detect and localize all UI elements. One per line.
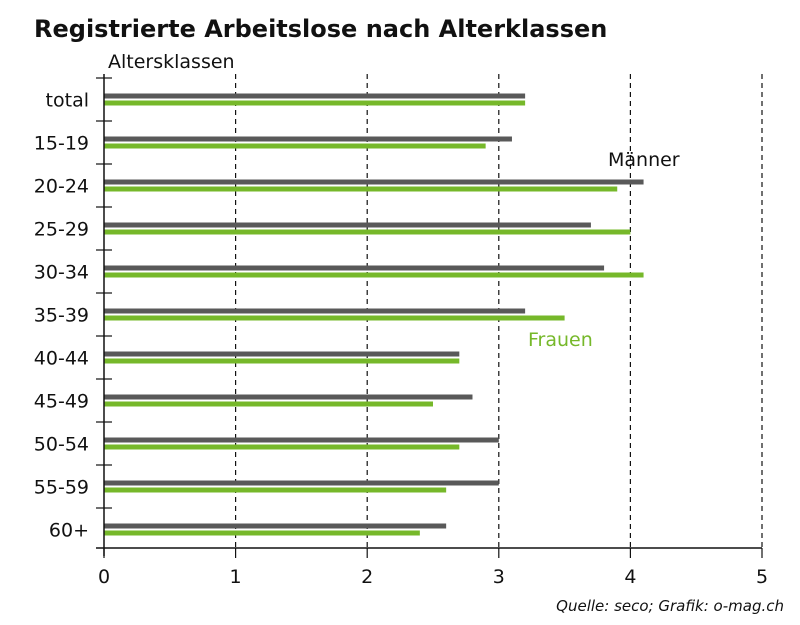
bar-maenner <box>104 222 591 228</box>
bar-maenner <box>104 136 512 142</box>
bar-frauen <box>104 401 433 407</box>
category-label: 55-59 <box>34 477 89 499</box>
bar-maenner <box>104 179 644 185</box>
category-label: 15-19 <box>34 133 89 155</box>
category-label: 25-29 <box>34 219 89 241</box>
axes <box>96 74 763 558</box>
x-tick-label: 3 <box>493 566 505 588</box>
bars <box>104 93 644 536</box>
legend-maenner: Männer <box>608 149 680 171</box>
x-tick-label: 0 <box>98 566 110 588</box>
bar-frauen <box>104 487 447 493</box>
bar-maenner <box>104 265 605 271</box>
bar-maenner <box>104 308 526 314</box>
bar-frauen <box>104 358 460 364</box>
x-tick-label: 2 <box>361 566 373 588</box>
x-tick-label: 5 <box>756 566 768 588</box>
bar-frauen <box>104 100 526 106</box>
category-labels: total 15-19 20-24 25-29 30-34 35-39 40-44 45-49… <box>34 90 89 542</box>
category-label: 45-49 <box>34 391 89 413</box>
bar-maenner <box>104 93 526 99</box>
bar-maenner <box>104 523 447 529</box>
bar-maenner <box>104 351 460 357</box>
bar-frauen <box>104 229 631 235</box>
category-label: total <box>46 90 89 112</box>
x-tick-label: 1 <box>230 566 242 588</box>
legend-frauen: Frauen <box>528 329 593 351</box>
bar-frauen <box>104 272 644 278</box>
x-tick-label: 4 <box>624 566 636 588</box>
bar-frauen <box>104 530 420 536</box>
x-tick-labels: 0 1 2 3 4 5 <box>98 566 768 588</box>
bar-maenner <box>104 394 473 400</box>
bar-frauen <box>104 143 486 149</box>
bar-frauen <box>104 315 565 321</box>
y-axis-label: Altersklassen <box>108 51 235 73</box>
bar-maenner <box>104 437 499 443</box>
category-label: 40-44 <box>34 348 89 370</box>
category-label: 35-39 <box>34 305 89 327</box>
bar-maenner <box>104 480 499 486</box>
bar-frauen <box>104 444 460 450</box>
category-label: 60+ <box>49 520 89 542</box>
chart-title: Registrierte Arbeitslose nach Alterklass… <box>34 15 607 43</box>
bar-frauen <box>104 186 618 192</box>
category-label: 30-34 <box>34 262 89 284</box>
source-note: Quelle: seco; Grafik: o-mag.ch <box>556 597 784 615</box>
category-label: 50-54 <box>34 434 89 456</box>
category-label: 20-24 <box>34 176 89 198</box>
